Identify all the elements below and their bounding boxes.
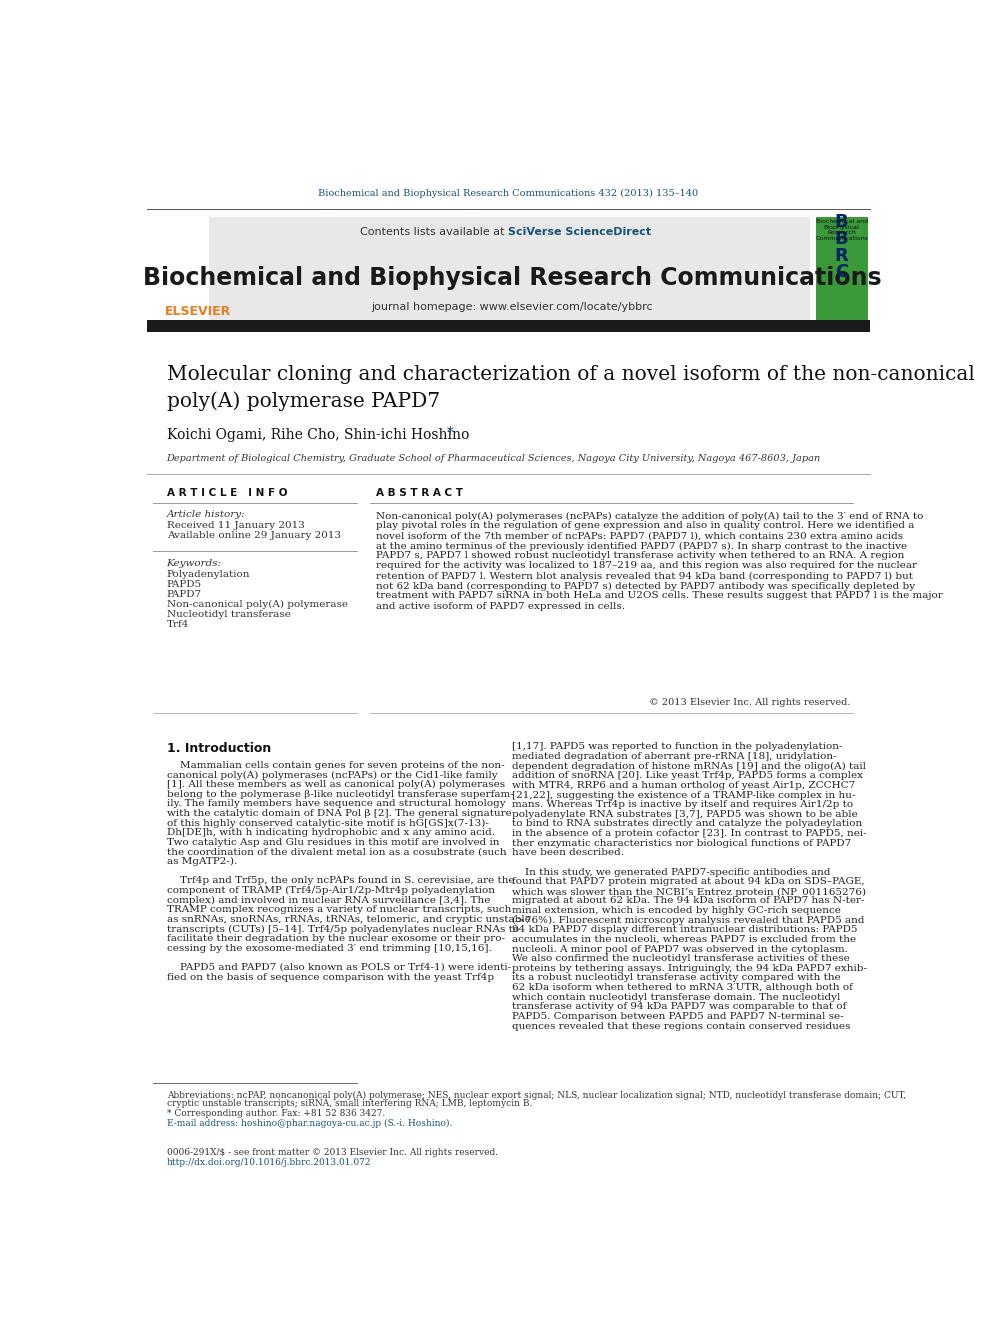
Text: 94 kDa PAPD7 display different intranuclear distributions: PAPD5: 94 kDa PAPD7 display different intranucl… [512, 925, 857, 934]
Text: Keywords:: Keywords: [167, 560, 222, 568]
Text: as snRNAs, snoRNAs, rRNAs, tRNAs, telomeric, and cryptic unstable: as snRNAs, snoRNAs, rRNAs, tRNAs, telome… [167, 916, 531, 923]
Text: complex) and involved in nuclear RNA surveillance [3,4]. The: complex) and involved in nuclear RNA sur… [167, 896, 490, 905]
Text: treatment with PAPD7 siRNA in both HeLa and U2OS cells. These results suggest th: treatment with PAPD7 siRNA in both HeLa … [376, 591, 942, 601]
Text: In this study, we generated PAPD7-specific antibodies and: In this study, we generated PAPD7-specif… [512, 868, 830, 877]
Bar [147, 320, 870, 332]
Text: SciVerse ScienceDirect: SciVerse ScienceDirect [509, 228, 652, 237]
Text: Biochemical and Biophysical Research Communications 432 (2013) 135–140: Biochemical and Biophysical Research Com… [318, 189, 698, 198]
Text: Dh[DE]h, with h indicating hydrophobic and x any amino acid.: Dh[DE]h, with h indicating hydrophobic a… [167, 828, 495, 837]
Text: facilitate their degradation by the nuclear exosome or their pro-: facilitate their degradation by the nucl… [167, 934, 505, 943]
Text: 0006-291X/$ - see front matter © 2013 Elsevier Inc. All rights reserved.: 0006-291X/$ - see front matter © 2013 El… [167, 1148, 498, 1158]
Text: in the absence of a protein cofactor [23]. In contrast to PAPD5, nei-: in the absence of a protein cofactor [23… [512, 830, 866, 837]
Text: [1]. All these members as well as canonical poly(A) polymerases: [1]. All these members as well as canoni… [167, 781, 505, 790]
Text: E-mail address: hoshino@phar.nagoya-cu.ac.jp (S.-i. Hoshino).: E-mail address: hoshino@phar.nagoya-cu.a… [167, 1119, 452, 1129]
Text: B
B
R
C: B B R C [835, 213, 848, 282]
Text: Biochemical and Biophysical Research Communications: Biochemical and Biophysical Research Com… [143, 266, 882, 290]
Text: cryptic unstable transcripts; siRNA, small interfering RNA; LMB, leptomycin B.: cryptic unstable transcripts; siRNA, sma… [167, 1099, 532, 1107]
Text: PAPD5. Comparison between PAPD5 and PAPD7 N-terminal se-: PAPD5. Comparison between PAPD5 and PAPD… [512, 1012, 843, 1021]
Text: not 62 kDa band (corresponding to PAPD7 s) detected by PAPD7 antibody was specif: not 62 kDa band (corresponding to PAPD7 … [376, 582, 915, 590]
Text: Non-canonical poly(A) polymerase: Non-canonical poly(A) polymerase [167, 599, 347, 609]
Text: Trf4: Trf4 [167, 620, 189, 628]
Text: Mammalian cells contain genes for seven proteins of the non-: Mammalian cells contain genes for seven … [167, 761, 504, 770]
Text: http://dx.doi.org/10.1016/j.bbrc.2013.01.072: http://dx.doi.org/10.1016/j.bbrc.2013.01… [167, 1158, 371, 1167]
Text: poly(A) polymerase PAPD7: poly(A) polymerase PAPD7 [167, 392, 439, 411]
Text: Two catalytic Asp and Glu residues in this motif are involved in: Two catalytic Asp and Glu residues in th… [167, 837, 499, 847]
Text: of this highly conserved catalytic-site motif is hG[GS]x(7-13)-: of this highly conserved catalytic-site … [167, 819, 488, 828]
Text: TRAMP complex recognizes a variety of nuclear transcripts, such: TRAMP complex recognizes a variety of nu… [167, 905, 511, 914]
Text: play pivotal roles in the regulation of gene expression and also in quality cont: play pivotal roles in the regulation of … [376, 521, 915, 531]
Text: PAPD7 s, PAPD7 l showed robust nucleotidyl transferase activity when tethered to: PAPD7 s, PAPD7 l showed robust nucleotid… [376, 552, 905, 561]
Text: Koichi Ogami, Rihe Cho, Shin-ichi Hoshino: Koichi Ogami, Rihe Cho, Shin-ichi Hoshin… [167, 429, 469, 442]
Text: Available online 29 January 2013: Available online 29 January 2013 [167, 531, 340, 540]
Text: Department of Biological Chemistry, Graduate School of Pharmaceutical Sciences, : Department of Biological Chemistry, Grad… [167, 454, 820, 463]
Text: 62 kDa isoform when tethered to mRNA 3′UTR, although both of: 62 kDa isoform when tethered to mRNA 3′U… [512, 983, 852, 992]
Text: © 2013 Elsevier Inc. All rights reserved.: © 2013 Elsevier Inc. All rights reserved… [650, 697, 851, 706]
Text: fied on the basis of sequence comparison with the yeast Trf4p: fied on the basis of sequence comparison… [167, 972, 494, 982]
Text: (>76%). Fluorescent microscopy analysis revealed that PAPD5 and: (>76%). Fluorescent microscopy analysis … [512, 916, 864, 925]
Text: and active isoform of PAPD7 expressed in cells.: and active isoform of PAPD7 expressed in… [376, 602, 625, 610]
Text: *: * [447, 426, 454, 441]
Text: Trf4p and Trf5p, the only ncPAPs found in S. cerevisiae, are the: Trf4p and Trf5p, the only ncPAPs found i… [167, 876, 514, 885]
Text: accumulates in the nucleoli, whereas PAPD7 is excluded from the: accumulates in the nucleoli, whereas PAP… [512, 935, 856, 943]
Text: nucleoli. A minor pool of PAPD7 was observed in the cytoplasm.: nucleoli. A minor pool of PAPD7 was obse… [512, 945, 847, 954]
Text: Biochemical and
Biophysical
Research
Communications: Biochemical and Biophysical Research Com… [815, 218, 868, 241]
Text: PAPD5 and PAPD7 (also known as POLS or Trf4-1) were identi-: PAPD5 and PAPD7 (also known as POLS or T… [167, 963, 511, 972]
Text: which was slower than the NCBI’s Entrez protein (NP_001165276): which was slower than the NCBI’s Entrez … [512, 886, 865, 897]
Text: Received 11 January 2013: Received 11 January 2013 [167, 521, 305, 529]
Text: 1. Introduction: 1. Introduction [167, 742, 271, 755]
Text: quences revealed that these regions contain conserved residues: quences revealed that these regions cont… [512, 1021, 850, 1031]
Text: A B S T R A C T: A B S T R A C T [376, 488, 463, 499]
Text: mans. Whereas Trf4p is inactive by itself and requires Air1/2p to: mans. Whereas Trf4p is inactive by itsel… [512, 800, 853, 810]
Text: proteins by tethering assays. Intriguingly, the 94 kDa PAPD7 exhib-: proteins by tethering assays. Intriguing… [512, 963, 866, 972]
Text: transferase activity of 94 kDa PAPD7 was comparable to that of: transferase activity of 94 kDa PAPD7 was… [512, 1003, 846, 1011]
Text: journal homepage: www.elsevier.com/locate/ybbrc: journal homepage: www.elsevier.com/locat… [371, 302, 653, 312]
Text: ily. The family members have sequence and structural homology: ily. The family members have sequence an… [167, 799, 505, 808]
Text: its a robust nucleotidyl transferase activity compared with the: its a robust nucleotidyl transferase act… [512, 974, 840, 983]
Text: mediated degradation of aberrant pre-rRNA [18], uridylation-: mediated degradation of aberrant pre-rRN… [512, 751, 836, 761]
Text: PAPD5: PAPD5 [167, 579, 201, 589]
Text: component of TRAMP (Trf4/5p-Air1/2p-Mtr4p polyadenylation: component of TRAMP (Trf4/5p-Air1/2p-Mtr4… [167, 886, 495, 896]
Text: which contain nucleotidyl transferase domain. The nucleotidyl: which contain nucleotidyl transferase do… [512, 992, 840, 1002]
Text: Nucleotidyl transferase: Nucleotidyl transferase [167, 610, 291, 619]
Text: with MTR4, RRP6 and a human ortholog of yeast Air1p, ZCCHC7: with MTR4, RRP6 and a human ortholog of … [512, 781, 855, 790]
Text: [21,22], suggesting the existence of a TRAMP-like complex in hu-: [21,22], suggesting the existence of a T… [512, 791, 855, 799]
Text: Abbreviations: ncPAP, noncanonical poly(A) polymerase; NES, nuclear export signa: Abbreviations: ncPAP, noncanonical poly(… [167, 1090, 906, 1099]
Text: found that PAPD7 protein migrated at about 94 kDa on SDS–PAGE,: found that PAPD7 protein migrated at abo… [512, 877, 864, 886]
Text: retention of PAPD7 l. Western blot analysis revealed that 94 kDa band (correspon: retention of PAPD7 l. Western blot analy… [376, 572, 913, 581]
Text: We also confirmed the nucleotidyl transferase activities of these: We also confirmed the nucleotidyl transf… [512, 954, 849, 963]
Text: at the amino terminus of the previously identified PAPD7 (PAPD7 s). In sharp con: at the amino terminus of the previously … [376, 541, 907, 550]
Text: A R T I C L E   I N F O: A R T I C L E I N F O [167, 488, 287, 499]
Text: canonical poly(A) polymerases (ncPAPs) or the Cid1-like family: canonical poly(A) polymerases (ncPAPs) o… [167, 770, 497, 779]
Text: ther enzymatic characteristics nor biological functions of PAPD7: ther enzymatic characteristics nor biolo… [512, 839, 851, 848]
Bar [209, 217, 809, 320]
Text: Non-canonical poly(A) polymerases (ncPAPs) catalyze the addition of poly(A) tail: Non-canonical poly(A) polymerases (ncPAP… [376, 512, 924, 520]
Text: with the catalytic domain of DNA Pol β [2]. The general signature: with the catalytic domain of DNA Pol β [… [167, 810, 511, 818]
Text: PAPD7: PAPD7 [167, 590, 201, 599]
Text: Polyadenylation: Polyadenylation [167, 570, 250, 579]
Text: [1,17]. PAPD5 was reported to function in the polyadenylation-: [1,17]. PAPD5 was reported to function i… [512, 742, 842, 751]
Text: migrated at about 62 kDa. The 94 kDa isoform of PAPD7 has N-ter-: migrated at about 62 kDa. The 94 kDa iso… [512, 897, 864, 905]
Text: Article history:: Article history: [167, 509, 245, 519]
Text: the coordination of the divalent metal ion as a cosubstrate (such: the coordination of the divalent metal i… [167, 848, 506, 856]
Text: belong to the polymerase β-like nucleotidyl transferase superfam-: belong to the polymerase β-like nucleoti… [167, 790, 514, 799]
Text: to bind to RNA substrates directly and catalyze the polyadeylation: to bind to RNA substrates directly and c… [512, 819, 862, 828]
Text: Contents lists available at: Contents lists available at [360, 228, 509, 237]
Text: required for the activity was localized to 187–219 aa, and this region was also : required for the activity was localized … [376, 561, 917, 570]
Text: novel isoform of the 7th member of ncPAPs: PAPD7 (PAPD7 l), which contains 230 e: novel isoform of the 7th member of ncPAP… [376, 532, 903, 540]
Text: cessing by the exosome-mediated 3′ end trimming [10,15,16].: cessing by the exosome-mediated 3′ end t… [167, 943, 491, 953]
Bar [816, 217, 868, 320]
Text: minal extension, which is encoded by highly GC-rich sequence: minal extension, which is encoded by hig… [512, 906, 840, 916]
Text: polyadenylate RNA substrates [3,7], PAPD5 was shown to be able: polyadenylate RNA substrates [3,7], PAPD… [512, 810, 857, 819]
Text: ELSEVIER: ELSEVIER [165, 306, 231, 318]
Text: Molecular cloning and characterization of a novel isoform of the non-canonical: Molecular cloning and characterization o… [167, 365, 974, 384]
Text: addition of snoRNA [20]. Like yeast Trf4p, PAPD5 forms a complex: addition of snoRNA [20]. Like yeast Trf4… [512, 771, 862, 781]
Text: transcripts (CUTs) [5–14]. Trf4/5p polyadenylates nuclear RNAs to: transcripts (CUTs) [5–14]. Trf4/5p polya… [167, 925, 519, 934]
Text: * Corresponding author. Fax: +81 52 836 3427.: * Corresponding author. Fax: +81 52 836 … [167, 1109, 385, 1118]
Text: as MgATP2-).: as MgATP2-). [167, 857, 237, 867]
Text: have been described.: have been described. [512, 848, 624, 857]
Text: dependent degradation of histone mRNAs [19] and the oligo(A) tail: dependent degradation of histone mRNAs [… [512, 762, 865, 771]
